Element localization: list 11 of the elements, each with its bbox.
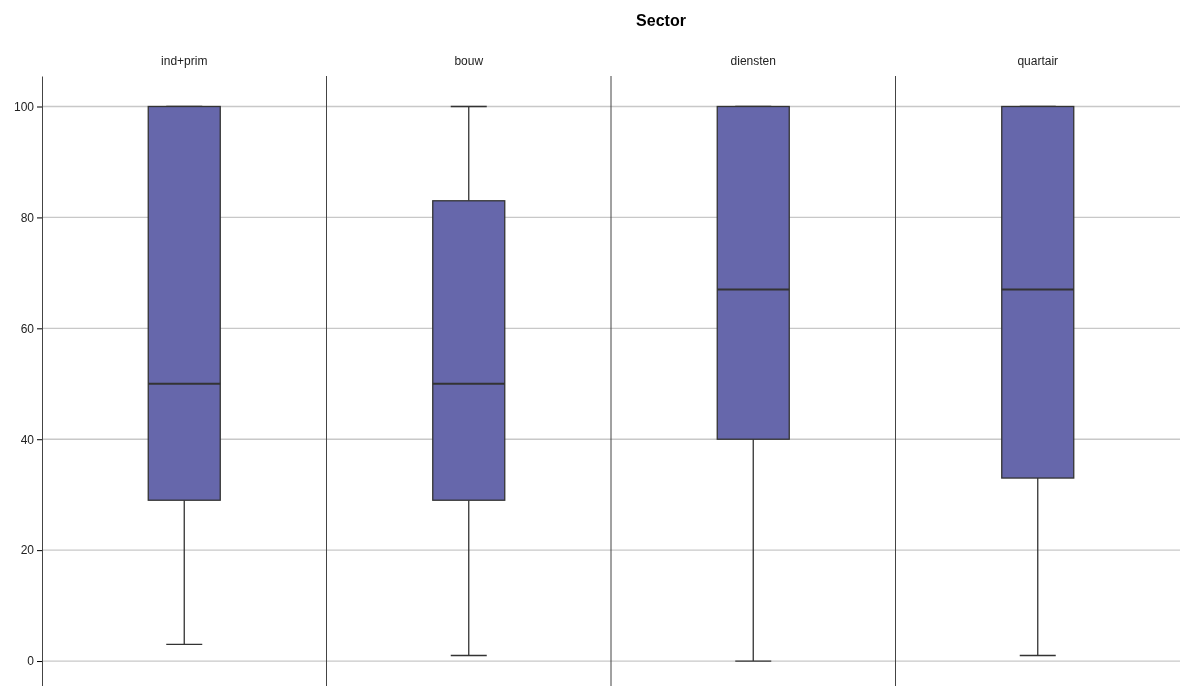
x-tick-label: quartair: [1017, 54, 1059, 68]
x-tick-label: diensten: [730, 54, 776, 68]
y-tick-label: 40: [20, 432, 35, 447]
y-tick-label: 20: [20, 543, 35, 558]
x-tick-label: ind+prim: [161, 54, 208, 68]
y-tick-label: 60: [20, 321, 35, 336]
x-tick-label: bouw: [454, 54, 484, 68]
y-tick-label: 80: [20, 210, 35, 225]
chart-title: Sector: [636, 12, 686, 29]
y-tick-label: 0: [27, 654, 35, 669]
y-tick-label: 100: [13, 99, 35, 114]
